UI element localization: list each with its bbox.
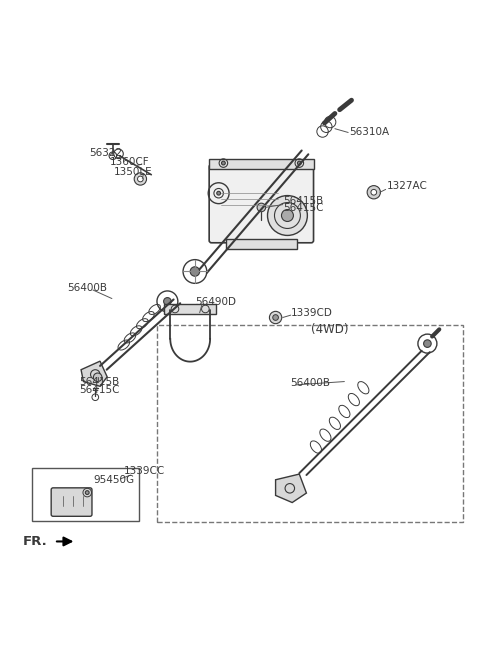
Text: 56400B: 56400B	[290, 378, 330, 388]
Circle shape	[217, 192, 220, 195]
Text: 56400B: 56400B	[67, 283, 107, 293]
Bar	[209, 159, 313, 169]
Text: 1350LE: 1350LE	[114, 167, 153, 177]
Text: 95450G: 95450G	[93, 475, 134, 485]
Text: 56415C: 56415C	[79, 385, 119, 394]
Circle shape	[273, 315, 278, 320]
Circle shape	[267, 196, 307, 235]
FancyBboxPatch shape	[209, 165, 313, 243]
FancyBboxPatch shape	[51, 488, 92, 516]
Circle shape	[137, 176, 143, 182]
Circle shape	[134, 173, 146, 185]
Circle shape	[190, 267, 200, 276]
Text: 1327AC: 1327AC	[387, 181, 428, 190]
Text: 56415B: 56415B	[284, 196, 324, 206]
Text: FR.: FR.	[23, 535, 48, 548]
Text: 1360CF: 1360CF	[109, 158, 149, 167]
Circle shape	[298, 161, 301, 165]
Circle shape	[257, 203, 265, 212]
Polygon shape	[276, 474, 306, 502]
Text: 56310A: 56310A	[349, 126, 389, 137]
Text: 1339CC: 1339CC	[124, 466, 166, 476]
Circle shape	[221, 161, 225, 165]
Bar	[226, 239, 297, 249]
Text: 56415C: 56415C	[284, 203, 324, 213]
Circle shape	[371, 190, 377, 195]
Bar	[157, 324, 463, 521]
Circle shape	[367, 186, 381, 199]
Text: 56490D: 56490D	[195, 297, 236, 307]
Text: 56322: 56322	[89, 148, 122, 158]
Circle shape	[94, 373, 102, 381]
Circle shape	[164, 298, 171, 305]
Circle shape	[85, 490, 89, 494]
Bar	[164, 303, 216, 314]
Circle shape	[424, 340, 431, 347]
Circle shape	[269, 311, 282, 324]
Circle shape	[281, 209, 293, 222]
Text: 56415B: 56415B	[79, 377, 119, 387]
Bar	[32, 468, 139, 521]
Text: 1339CD: 1339CD	[291, 308, 333, 318]
Polygon shape	[81, 361, 107, 387]
Text: (4WD): (4WD)	[311, 323, 348, 336]
